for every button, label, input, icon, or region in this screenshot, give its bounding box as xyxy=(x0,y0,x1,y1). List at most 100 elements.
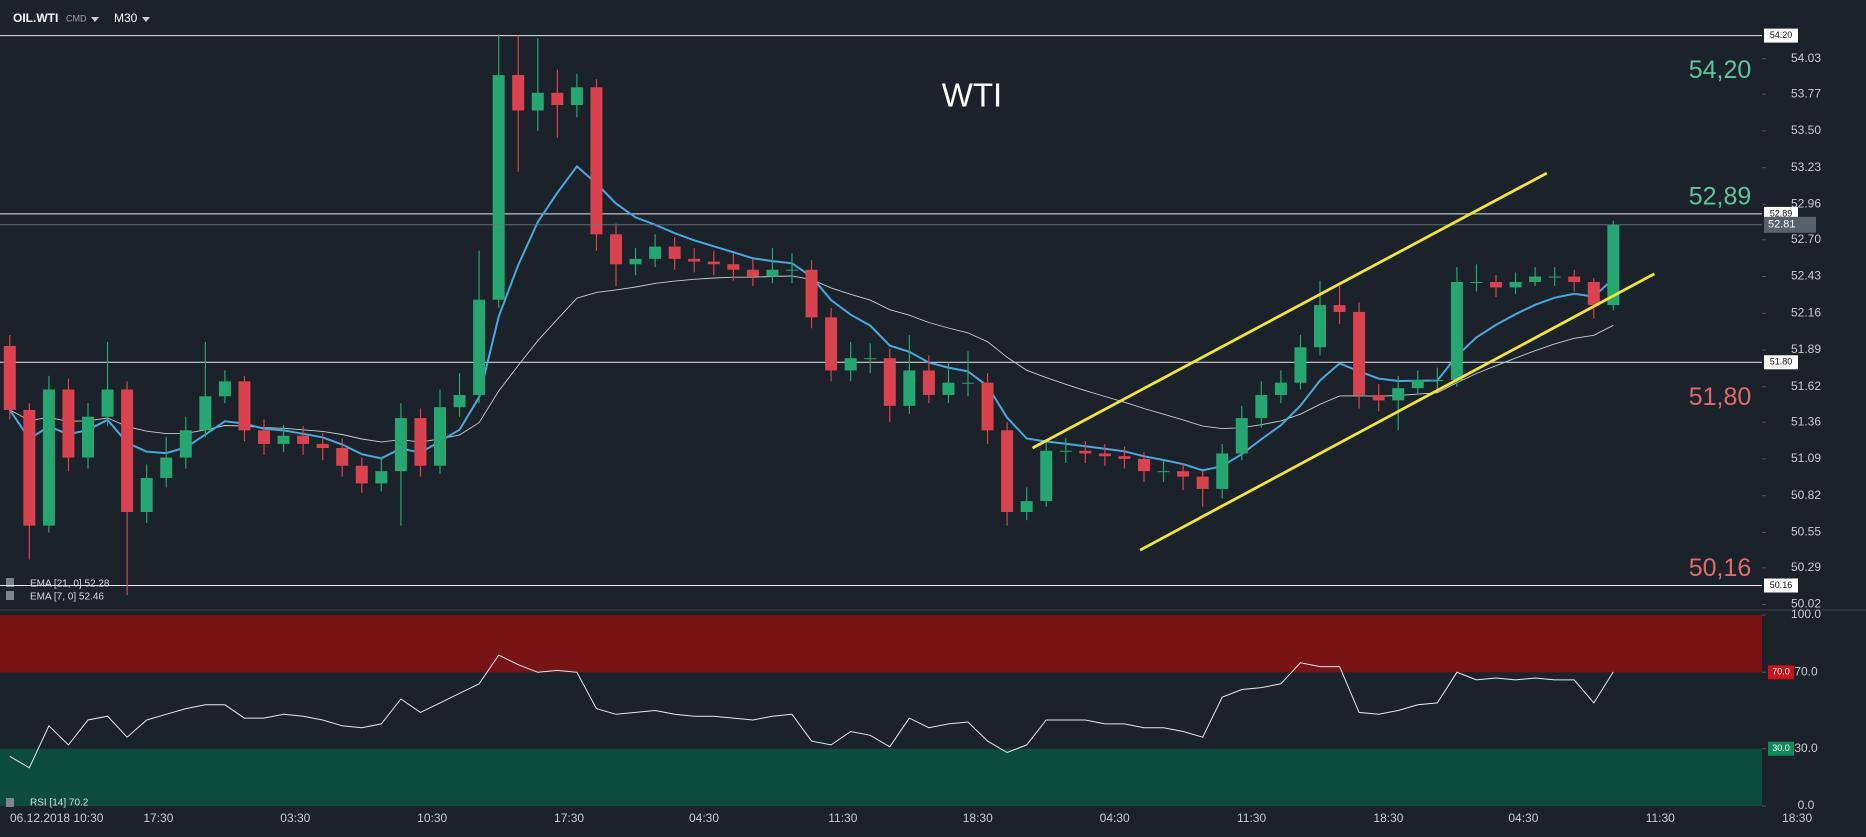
candle-body xyxy=(1587,281,1600,306)
y-tick-label: 50.29 xyxy=(1791,560,1821,574)
x-tick-label: 06.12.2018 10:30 xyxy=(10,811,104,825)
x-tick-label: 17:30 xyxy=(143,811,173,825)
y-tick-label: 50.82 xyxy=(1791,488,1821,502)
candle-body xyxy=(1196,476,1209,489)
level-tag xyxy=(1764,28,1798,43)
legend-ema[interactable]: EMA [7, 0] 52.46 xyxy=(30,592,104,603)
rsi-zone xyxy=(0,748,1762,806)
candle-body xyxy=(218,381,231,397)
candle-body xyxy=(1157,471,1170,473)
candle-body xyxy=(1059,450,1072,452)
legend-icon[interactable] xyxy=(6,798,14,807)
candle-body xyxy=(160,457,173,478)
candle-body xyxy=(1040,450,1053,502)
candle-body xyxy=(551,92,564,106)
candle-body xyxy=(42,389,55,526)
candle-body xyxy=(1568,276,1581,282)
candle-body xyxy=(590,87,603,235)
level-tag xyxy=(1764,578,1798,593)
level-label: 50,16 xyxy=(1689,554,1752,582)
dropdown-arrow[interactable] xyxy=(91,17,99,22)
candle-body xyxy=(3,345,16,410)
candle-body xyxy=(375,471,388,484)
level-tag-label: 52.89 xyxy=(1770,208,1793,218)
candle-body xyxy=(199,396,212,431)
legend-ema[interactable]: EMA [21, 0] 52.28 xyxy=(30,579,110,590)
level-tag xyxy=(1764,355,1798,370)
rsi-line xyxy=(9,654,1614,769)
chart-title: WTI xyxy=(942,77,1002,114)
candle-body xyxy=(981,382,994,431)
candle-body xyxy=(688,258,701,262)
dropdown-arrow[interactable] xyxy=(142,17,150,22)
y-tick-label: 51.36 xyxy=(1791,414,1821,428)
candle-body xyxy=(62,389,75,458)
candle-body xyxy=(531,92,544,111)
candle-body xyxy=(473,299,486,395)
candle-body xyxy=(707,261,720,265)
candle-body xyxy=(1255,394,1268,419)
candle-body xyxy=(1138,458,1150,472)
candle-body xyxy=(1235,418,1248,454)
y-tick-label: 52.70 xyxy=(1791,232,1821,246)
timeframe[interactable]: M30 xyxy=(114,11,138,25)
candle-body xyxy=(492,75,505,300)
candle-body xyxy=(140,477,153,512)
y-tick-label: 52.43 xyxy=(1791,269,1821,283)
candle-body xyxy=(864,358,877,360)
y-tick-label: 52.96 xyxy=(1791,197,1821,211)
candle-body xyxy=(570,87,583,106)
legend-rsi[interactable]: RSI [14] 70.2 xyxy=(30,798,89,809)
candle-body xyxy=(1001,430,1014,512)
candle-body xyxy=(434,407,446,466)
candle-body xyxy=(1098,453,1111,457)
candle-body xyxy=(1450,281,1463,380)
candle-body xyxy=(649,246,662,259)
candle-body xyxy=(668,246,681,259)
candle-body xyxy=(336,448,349,466)
y-tick-label: 53.77 xyxy=(1791,86,1821,100)
rsi-tick-label: 70.0 xyxy=(1794,664,1818,678)
level-tag-label: 50.16 xyxy=(1770,580,1793,590)
last-price-label: 52.81 xyxy=(1768,219,1796,231)
y-tick-label: 52.16 xyxy=(1791,305,1821,319)
level-label: 54,20 xyxy=(1689,56,1752,84)
candle-body xyxy=(414,418,427,466)
y-tick-label: 51.89 xyxy=(1791,342,1821,356)
channel-line xyxy=(1139,272,1656,552)
candle-body xyxy=(1333,305,1346,312)
candle-body xyxy=(883,358,896,406)
candle-body xyxy=(1314,305,1326,348)
rsi-tag xyxy=(1768,741,1794,756)
candle-body xyxy=(746,269,759,277)
rsi-tag-label: 30.0 xyxy=(1772,743,1790,753)
level-label: 52,89 xyxy=(1689,183,1752,211)
candle-body xyxy=(610,234,622,265)
candle-body xyxy=(825,317,838,371)
candle-body xyxy=(121,389,134,512)
x-tick-label: 17:30 xyxy=(554,811,584,825)
y-tick-label: 53.23 xyxy=(1791,160,1821,174)
candle-body xyxy=(962,382,974,384)
candle-body xyxy=(1216,453,1229,489)
candle-body xyxy=(23,409,36,526)
y-tick-label: 50.55 xyxy=(1791,525,1821,539)
candle-body xyxy=(258,430,270,444)
legend-icon[interactable] xyxy=(6,578,14,587)
candle-body xyxy=(1274,382,1287,395)
candle-body xyxy=(1118,456,1131,459)
candle-body xyxy=(101,389,114,417)
rsi-zone xyxy=(0,615,1762,673)
y-tick-label: 51.62 xyxy=(1791,379,1821,393)
x-tick-label: 04:30 xyxy=(1508,811,1538,825)
candle-body xyxy=(786,269,798,271)
symbol[interactable]: OIL.WTI xyxy=(13,11,58,25)
x-tick-label: 03:30 xyxy=(280,811,310,825)
legend-icon[interactable] xyxy=(6,591,14,600)
market[interactable]: CMD xyxy=(66,13,87,23)
candle-body xyxy=(1372,394,1385,401)
candle-body xyxy=(766,269,779,277)
candle-body xyxy=(1490,281,1502,288)
